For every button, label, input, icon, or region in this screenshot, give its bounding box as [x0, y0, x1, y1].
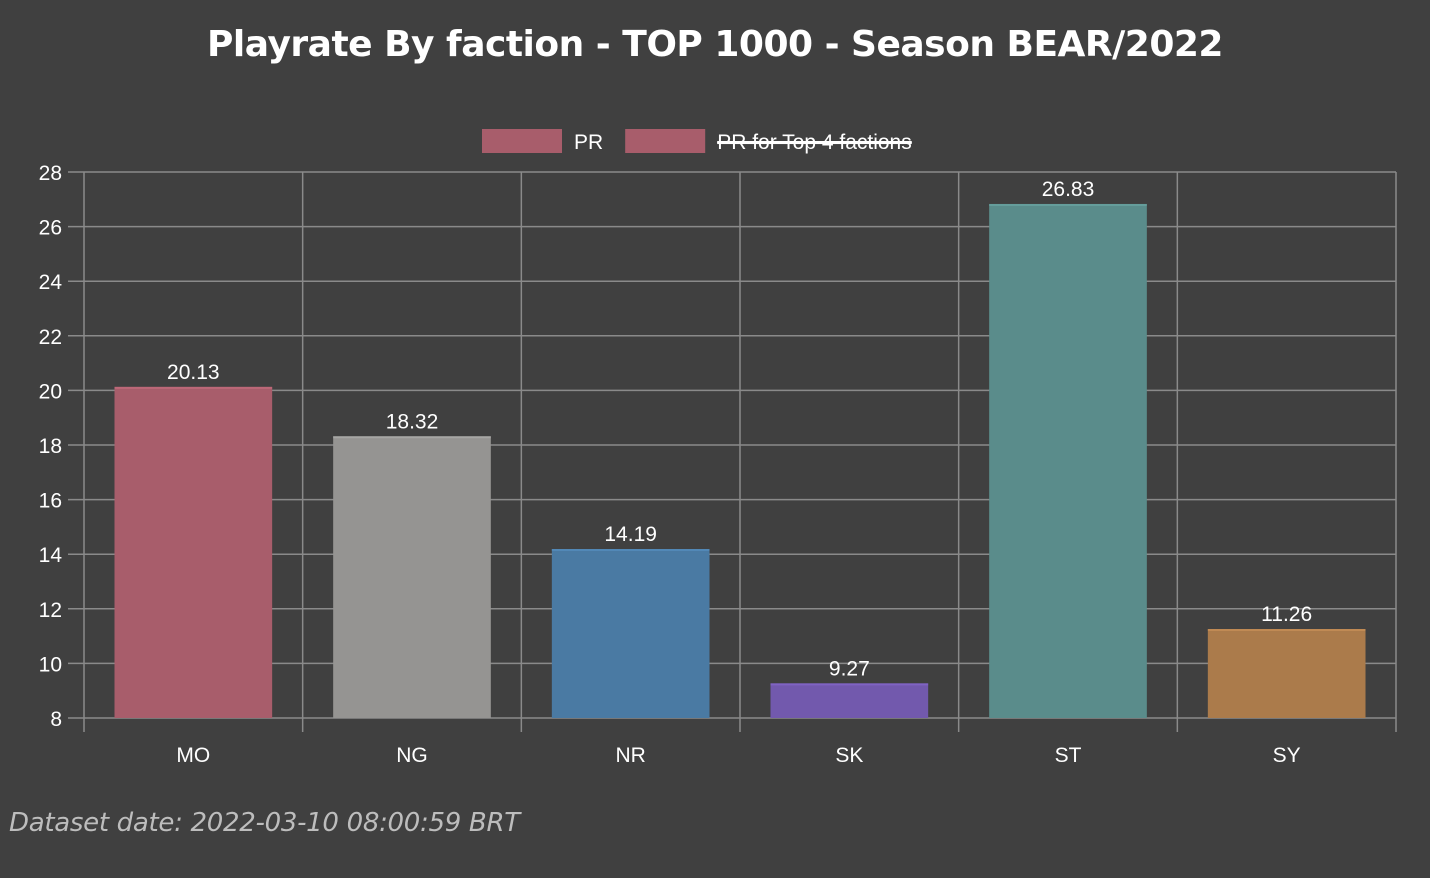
- x-tick-label: NG: [396, 744, 428, 767]
- bar-sy: [1207, 629, 1366, 718]
- bar-mo: [114, 386, 273, 718]
- y-tick-label: 20: [39, 380, 62, 403]
- y-tick-label: 16: [39, 490, 62, 513]
- legend-item-label[interactable]: PR: [574, 131, 603, 154]
- x-tick-label: SK: [835, 744, 863, 767]
- x-tick-label: NR: [615, 744, 645, 767]
- y-tick-label: 14: [39, 544, 63, 567]
- y-tick-label: 18: [39, 435, 62, 458]
- legend-swatch: [482, 129, 562, 153]
- data-label: 11.26: [1261, 603, 1312, 626]
- data-label: 18.32: [386, 410, 439, 433]
- data-label: 20.13: [167, 361, 220, 384]
- dataset-date: Dataset date: 2022-03-10 08:00:59 BRT: [9, 808, 520, 838]
- data-label: 9.27: [829, 657, 870, 680]
- y-tick-label: 24: [39, 271, 63, 294]
- bar-st: [989, 203, 1147, 719]
- y-tick-label: 10: [39, 653, 62, 676]
- x-tick-label: ST: [1055, 744, 1082, 767]
- y-tick-label: 26: [39, 217, 62, 240]
- legend-swatch: [625, 129, 706, 153]
- y-tick-label: 12: [39, 599, 62, 622]
- bar-sk: [770, 683, 929, 718]
- x-tick-label: MO: [176, 744, 210, 767]
- chart-title: Playrate By faction - TOP 1000 - Season …: [207, 24, 1223, 65]
- bar-nr: [551, 549, 710, 718]
- y-tick-label: 22: [39, 326, 62, 349]
- y-tick-label: 8: [50, 708, 62, 731]
- data-label: 14.19: [604, 523, 657, 546]
- bar-ng: [333, 436, 491, 718]
- y-tick-label: 28: [39, 162, 62, 185]
- x-tick-label: SY: [1273, 744, 1301, 767]
- data-label: 26.83: [1042, 178, 1095, 201]
